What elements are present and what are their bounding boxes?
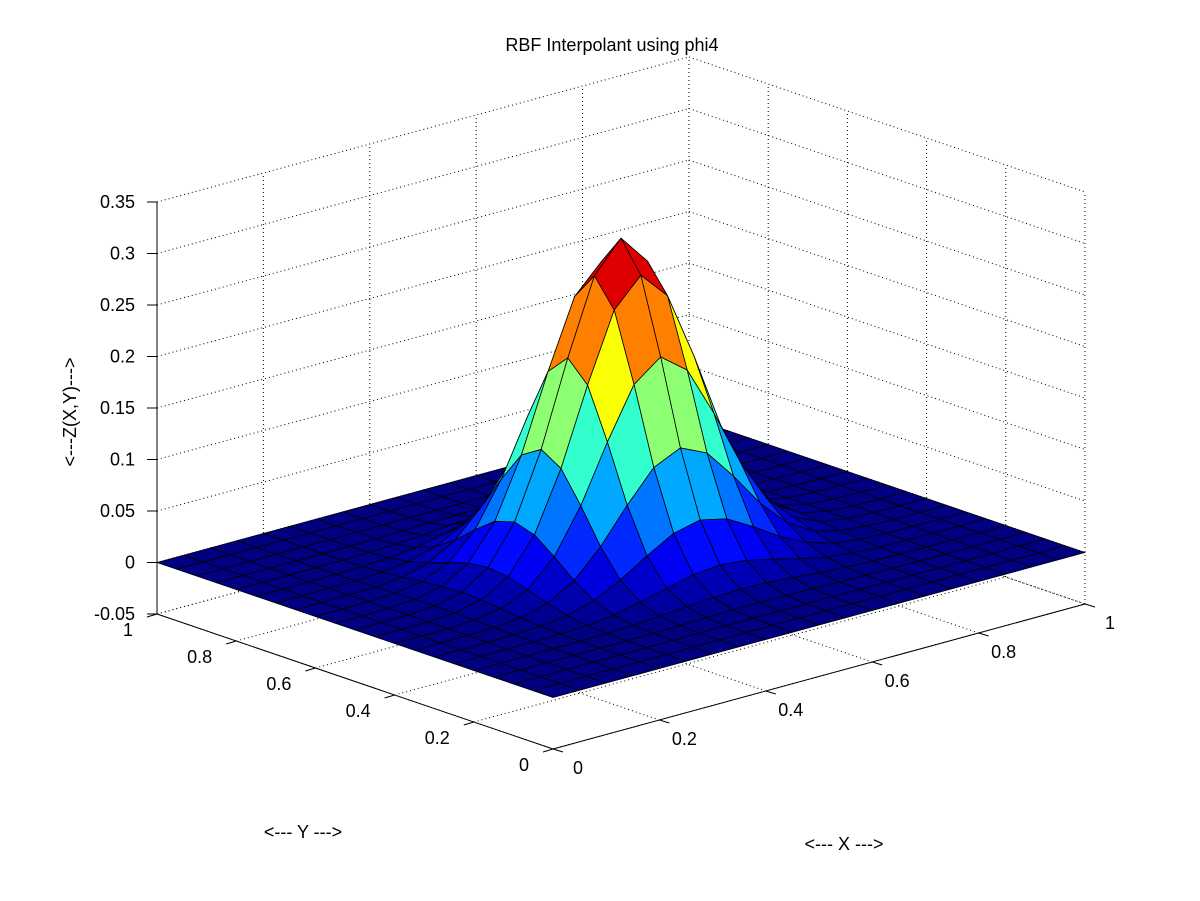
x-axis-label: <--- X ---> — [805, 834, 884, 854]
y-tick-label: 0 — [519, 755, 529, 775]
grid-line — [156, 108, 690, 254]
x-tick-mark — [978, 632, 989, 637]
x-tick-label: 0.6 — [885, 671, 910, 691]
x-axis-line — [552, 603, 1086, 750]
z-tick-label: 0.05 — [100, 501, 135, 521]
x-tick-mark — [765, 690, 776, 695]
y-tick-label: 0.6 — [266, 674, 291, 694]
grid-line — [688, 365, 1086, 502]
z-tick-label: 0.15 — [100, 398, 135, 418]
grid-line — [688, 211, 1086, 347]
x-tick-mark — [659, 719, 670, 724]
y-tick-label: 0.8 — [187, 647, 212, 667]
y-tick-mark — [226, 640, 237, 645]
tick-marks — [146, 201, 1096, 753]
y-tick-label: 1 — [123, 620, 133, 640]
z-tick-label: 0.25 — [100, 295, 135, 315]
x-tick-label: 0.4 — [778, 700, 803, 720]
z-tick-label: 0.1 — [110, 450, 135, 470]
x-tick-label: 0.8 — [991, 642, 1016, 662]
z-tick-label: 0 — [125, 553, 135, 573]
y-tick-mark — [384, 694, 395, 699]
tick-labels: 00.20.40.60.8100.20.40.60.81-0.0500.050.… — [94, 192, 1115, 778]
grid-line — [156, 56, 690, 203]
x-tick-mark — [552, 748, 564, 753]
x-tick-mark — [872, 661, 883, 666]
grid-line — [688, 56, 1086, 193]
grid-line — [688, 262, 1086, 399]
grid-line — [688, 468, 1086, 605]
y-tick-mark — [305, 667, 316, 672]
y-tick-mark — [542, 748, 554, 753]
chart-title: RBF Interpolant using phi4 — [505, 35, 718, 55]
z-tick-label: 0.35 — [100, 192, 135, 212]
grid-line — [688, 108, 1086, 244]
y-tick-label: 0.4 — [346, 701, 371, 721]
z-tick-label: -0.05 — [94, 604, 135, 624]
z-tick-label: 0.3 — [110, 244, 135, 264]
y-tick-label: 0.2 — [425, 728, 450, 748]
y-axis-line — [156, 613, 554, 750]
x-tick-label: 0 — [573, 758, 583, 778]
x-tick-label: 1 — [1105, 613, 1115, 633]
z-tick-label: 0.2 — [110, 347, 135, 367]
y-tick-mark — [463, 721, 474, 726]
surface-patch — [532, 683, 580, 698]
grid-line — [688, 314, 1086, 450]
x-tick-label: 0.2 — [672, 729, 697, 749]
y-axis-label: <--- Y ---> — [264, 822, 342, 842]
z-axis-label: <---Z(X,Y)---> — [60, 358, 80, 467]
surface-plot — [156, 237, 1086, 698]
grid-line — [688, 159, 1086, 296]
x-tick-mark — [1084, 603, 1096, 608]
